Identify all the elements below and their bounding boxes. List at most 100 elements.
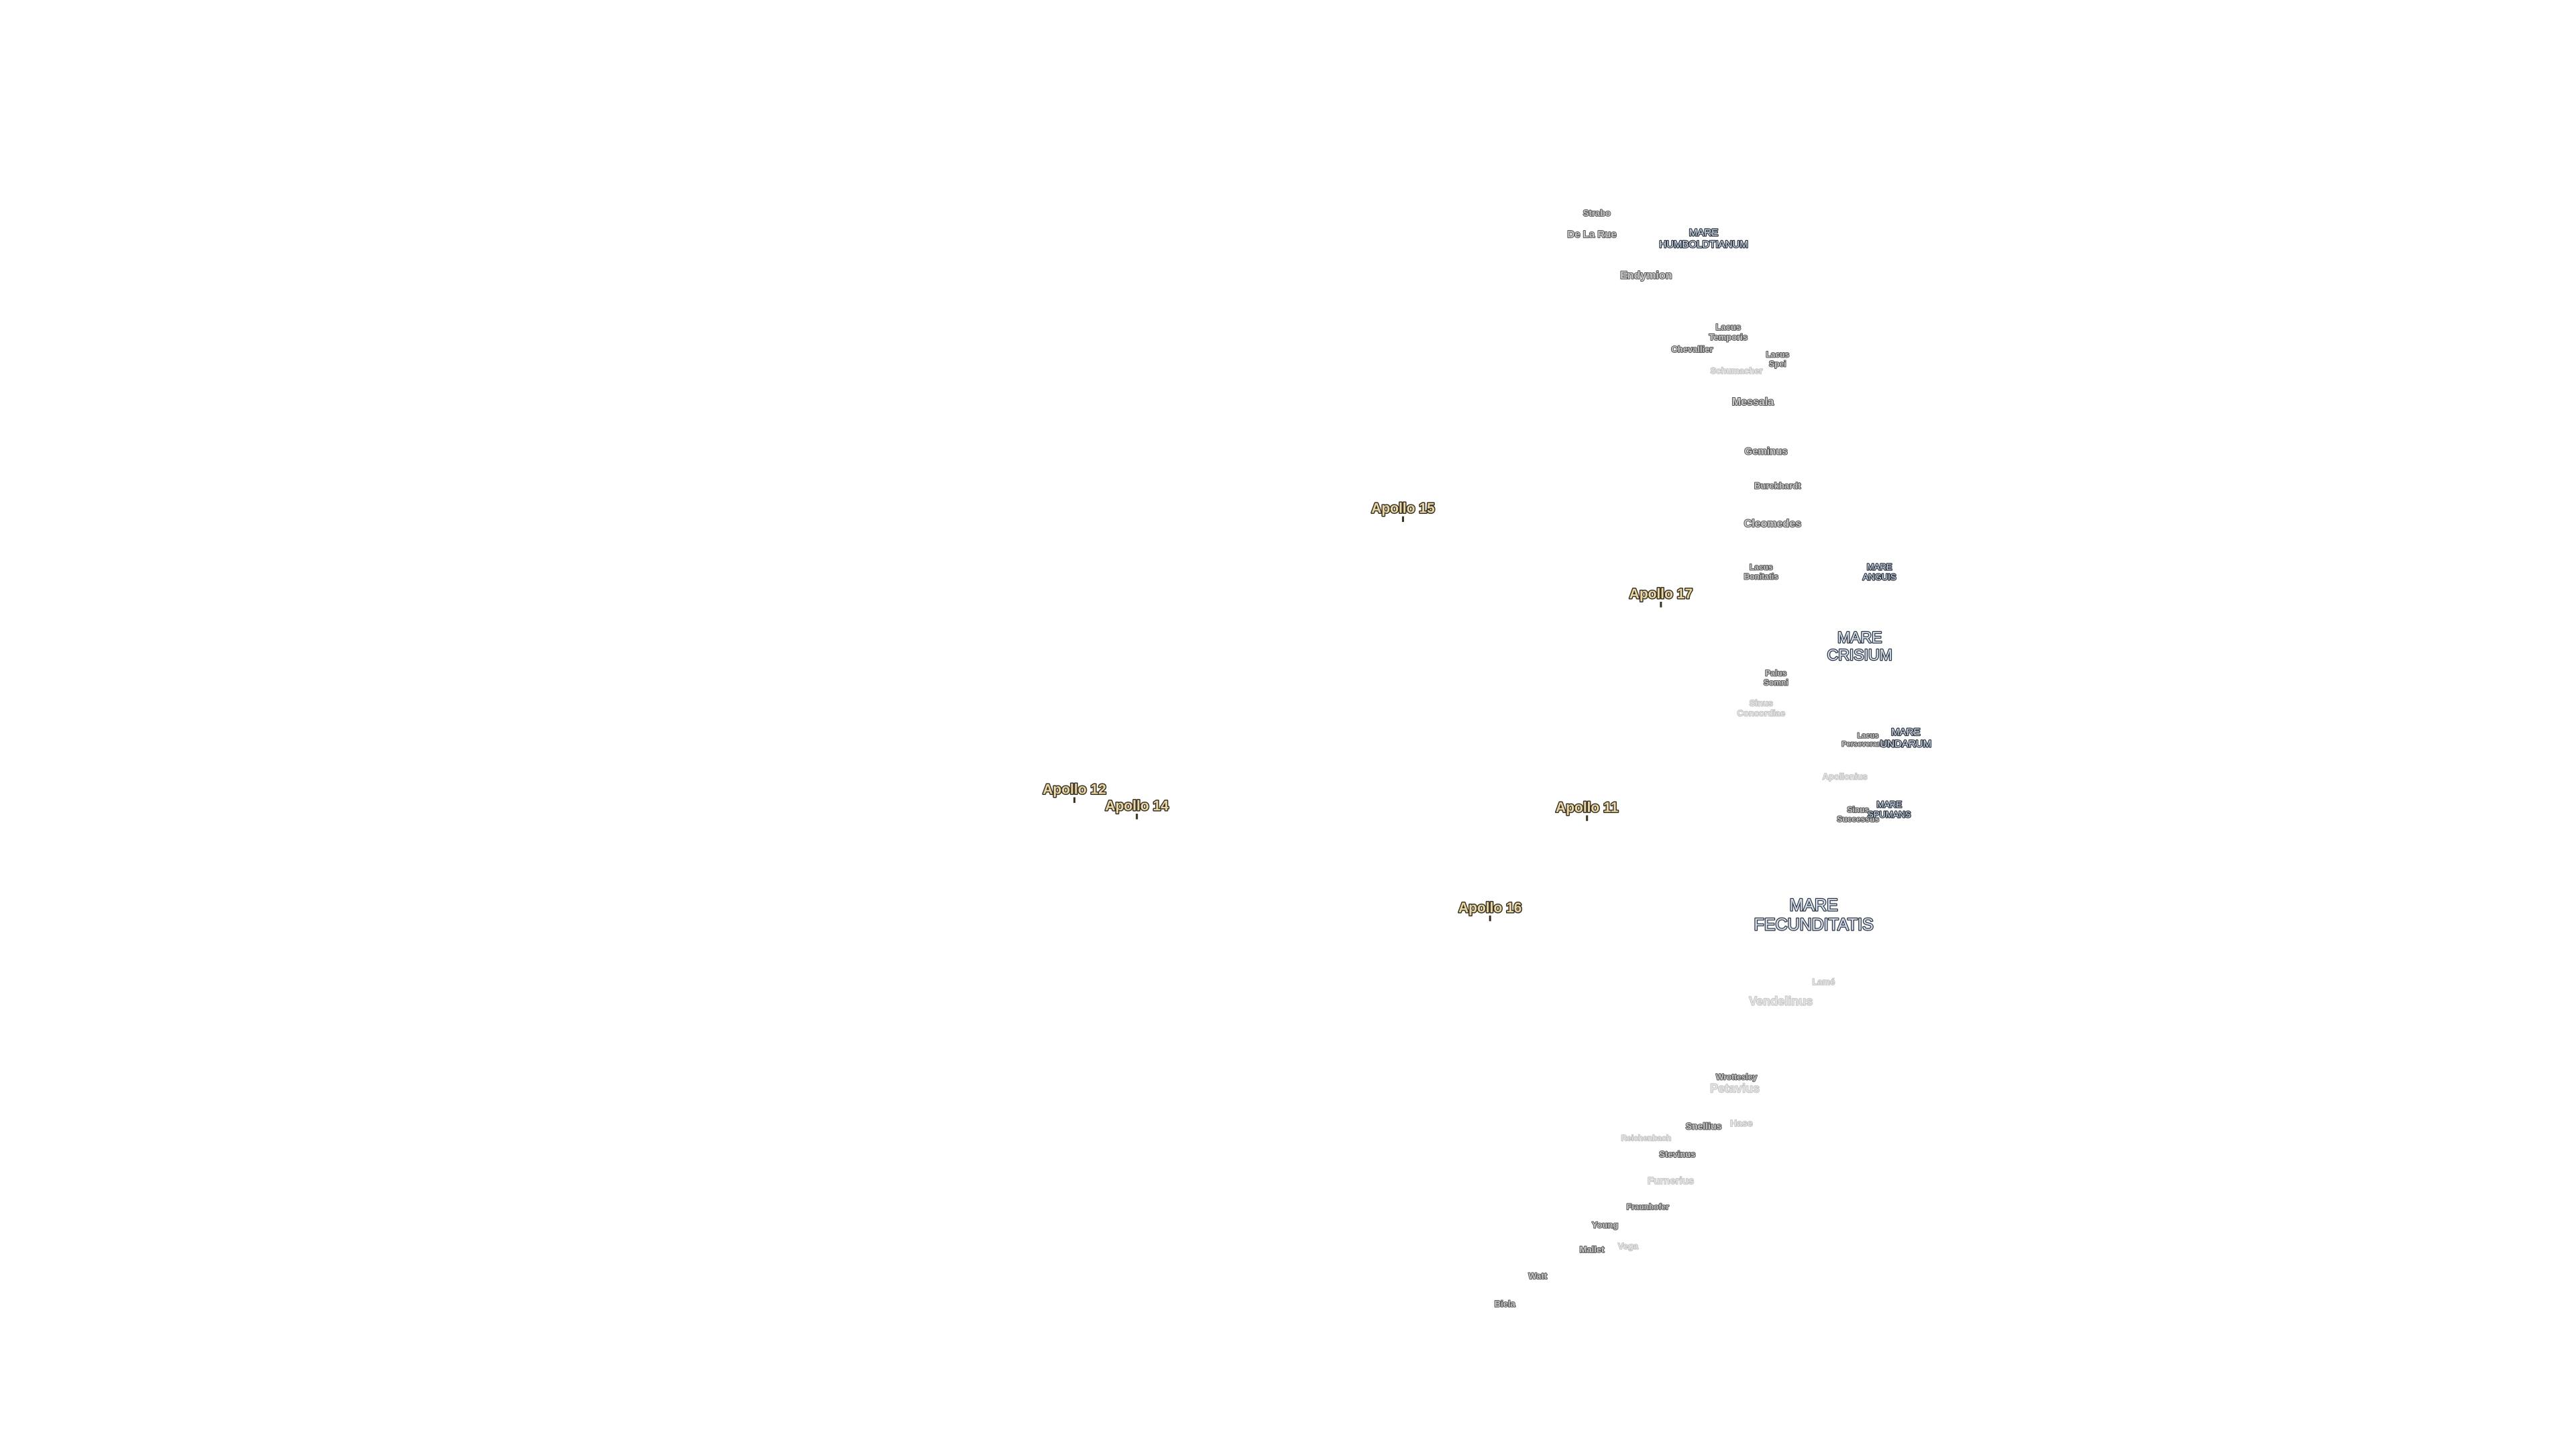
label-text: FECUNDITATIS [1754, 915, 1874, 934]
crater-label: Mallet [1579, 1244, 1606, 1255]
label-text: Hase [1730, 1118, 1753, 1128]
crater-label: Chevallier [1670, 343, 1713, 355]
label-text: Apollo 14 [1105, 798, 1169, 814]
crater-label: Young [1591, 1219, 1619, 1230]
label-text: Messala [1732, 396, 1774, 408]
label-text: Furnerius [1648, 1175, 1694, 1187]
landing-site: Apollo 12 [1042, 781, 1107, 803]
label-text: Lamé [1812, 977, 1835, 987]
crater-label: Burckhardt [1754, 480, 1802, 491]
label-text: Sinus [1750, 698, 1773, 708]
label-text: Snellius [1686, 1121, 1722, 1132]
landing-site: Apollo 16 [1457, 899, 1523, 922]
crater-label: Vega [1617, 1240, 1640, 1252]
crater-label: Hase [1729, 1117, 1753, 1129]
label-text: Young [1592, 1220, 1619, 1230]
label-text: MARE [1837, 629, 1882, 646]
label-text: Strabo [1583, 208, 1611, 218]
label-text: Apollo 17 [1629, 586, 1693, 602]
crater-label: Messala [1731, 396, 1774, 409]
label-text: MARE [1689, 227, 1718, 239]
label-text: Apollo 12 [1042, 782, 1106, 798]
label-text: HUMBOLDTIANUM [1659, 239, 1748, 250]
label-text: MARE [1867, 561, 1892, 572]
label-text: Bonitatis [1744, 572, 1779, 582]
label-text: Reichenbach [1621, 1133, 1672, 1142]
label-text: Apollonius [1823, 771, 1868, 782]
crater-label: Strabo [1582, 207, 1611, 219]
label-text: SPUMANS [1868, 809, 1911, 819]
crater-label: Vendelinus [1748, 994, 1813, 1009]
crater-label: Reichenbach [1621, 1133, 1672, 1144]
crater-label: Wrottesley [1715, 1072, 1758, 1083]
crater-label: Cleomedes [1743, 517, 1802, 530]
label-text: Apollo 15 [1371, 501, 1435, 517]
label-text: Somni [1764, 678, 1788, 688]
crater-label: Geminus [1744, 445, 1788, 458]
label-text: Vendelinus [1749, 995, 1813, 1008]
label-text: Burckhardt [1754, 480, 1801, 490]
label-text: Endymion [1620, 270, 1672, 282]
label-text: Stevinus [1659, 1149, 1695, 1159]
label-text: Geminus [1745, 445, 1788, 457]
crater-label: Endymion [1619, 270, 1672, 282]
label-text: Biela [1495, 1299, 1516, 1309]
label-text: Petavius [1710, 1081, 1760, 1095]
label-text: Concordiae [1737, 708, 1786, 718]
label-text: Sinus [1847, 805, 1869, 814]
crater-label: Schumacher [1710, 365, 1764, 376]
landing-site: Apollo 11 [1555, 799, 1619, 821]
label-text: Watt [1528, 1271, 1547, 1281]
label-text: Chevallier [1671, 344, 1713, 354]
crater-label: Snellius [1685, 1120, 1723, 1132]
label-text: ANGUIS [1863, 572, 1896, 582]
label-text: Lacus [1750, 563, 1773, 572]
label-text: Schumacher [1711, 366, 1763, 376]
landing-site: Apollo 14 [1104, 797, 1170, 820]
crater-label: Watt [1527, 1270, 1548, 1281]
label-text: De La Rue [1567, 229, 1616, 240]
label-text: Temporis [1709, 332, 1748, 342]
label-text: UNDARUM [1880, 738, 1931, 749]
landing-site: Apollo 15 [1371, 500, 1436, 523]
label-text: Spei [1769, 359, 1786, 368]
crater-label: Lamé [1812, 976, 1835, 987]
crater-label: Fraunhofer [1626, 1201, 1670, 1212]
label-text: Apollo 11 [1556, 800, 1619, 815]
label-text: Mallet [1580, 1244, 1605, 1254]
crater-label: Biela [1494, 1298, 1517, 1309]
crater-label: De La Rue [1566, 228, 1617, 241]
label-text: Lacus [1766, 350, 1789, 360]
label-text: Palus [1765, 669, 1786, 678]
crater-label: Petavius [1709, 1081, 1760, 1096]
label-text: Apollo 16 [1458, 900, 1522, 916]
label-text: Perseverantiae [1841, 740, 1894, 748]
landing-site: Apollo 17 [1628, 586, 1694, 608]
label-text: MARE [1790, 896, 1838, 915]
label-text: Successus [1837, 814, 1879, 824]
label-text: Cleomedes [1744, 518, 1801, 529]
crater-label: Furnerius [1647, 1175, 1695, 1187]
label-text: Lacus [1716, 322, 1741, 332]
label-text: Lacus [1858, 732, 1879, 740]
crater-label: Apollonius [1822, 771, 1868, 782]
label-text: Fraunhofer [1627, 1202, 1670, 1212]
label-text: MARE [1877, 799, 1902, 809]
crater-label: Stevinus [1658, 1148, 1696, 1160]
label-text: Wrottesley [1716, 1073, 1757, 1082]
